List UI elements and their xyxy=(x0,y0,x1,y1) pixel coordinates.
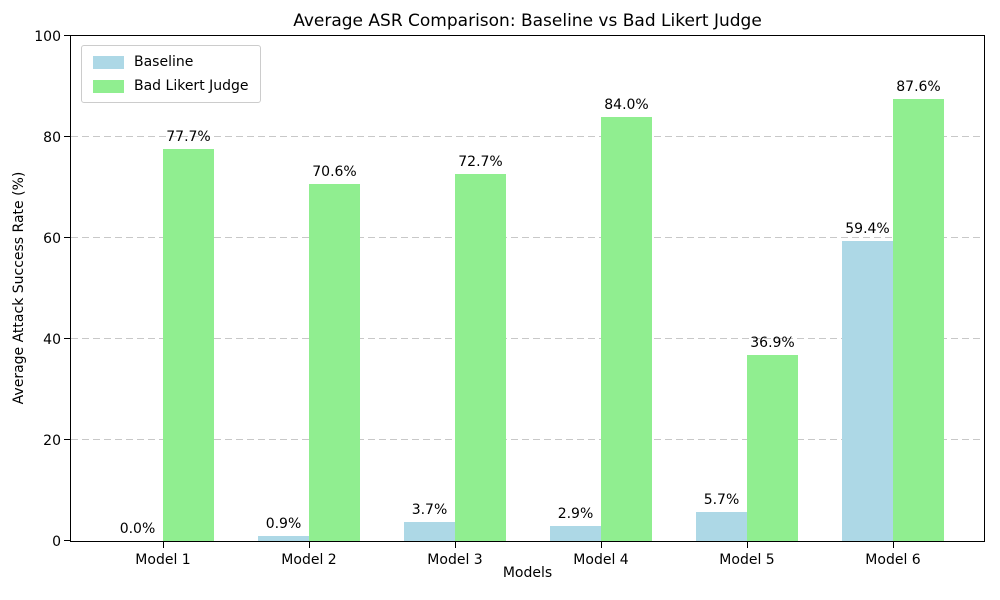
bar-value-label: 70.6% xyxy=(312,164,357,181)
gridline xyxy=(71,237,984,238)
bar-value-label: 0.9% xyxy=(265,516,302,533)
bar-value-label: 72.7% xyxy=(458,153,503,170)
bar-bad-likert-judge xyxy=(309,184,360,541)
bar-value-label: 84.0% xyxy=(604,96,649,113)
x-tick-label: Model 3 xyxy=(427,552,483,568)
x-tick-mark xyxy=(747,542,748,548)
bar-bad-likert-judge xyxy=(893,98,944,541)
y-tick-label: 20 xyxy=(43,433,61,449)
y-tick-label: 60 xyxy=(43,231,61,247)
x-tick-mark xyxy=(309,542,310,548)
x-tick-label: Model 6 xyxy=(865,552,921,568)
y-tick-label: 100 xyxy=(34,29,61,45)
x-tick-label: Model 4 xyxy=(573,552,629,568)
legend-label-baseline: Baseline xyxy=(134,54,194,70)
chart-title: Average ASR Comparison: Baseline vs Bad … xyxy=(293,11,762,31)
x-axis-label: Models xyxy=(502,565,553,581)
bar-value-label: 59.4% xyxy=(845,221,890,238)
x-tick-mark xyxy=(163,542,164,548)
bar-bad-likert-judge xyxy=(163,148,214,541)
bar-bad-likert-judge xyxy=(601,116,652,541)
x-tick-mark xyxy=(601,542,602,548)
x-tick-mark xyxy=(455,542,456,548)
x-tick-label: Model 1 xyxy=(135,552,191,568)
bar-value-label: 0.0% xyxy=(119,521,156,537)
bar-baseline xyxy=(404,522,455,541)
y-tick-mark xyxy=(64,136,70,137)
bar-baseline xyxy=(842,241,893,541)
bar-value-label: 77.7% xyxy=(166,128,211,145)
y-tick-mark xyxy=(64,540,70,541)
bar-value-label: 2.9% xyxy=(557,506,594,523)
y-tick-mark xyxy=(64,439,70,440)
gridline xyxy=(71,439,984,440)
gridline xyxy=(71,338,984,339)
bar-baseline xyxy=(550,526,601,541)
x-tick-label: Model 2 xyxy=(281,552,337,568)
y-tick-label: 0 xyxy=(52,534,61,550)
gridline xyxy=(71,136,984,137)
y-tick-mark xyxy=(64,338,70,339)
bar-value-label: 3.7% xyxy=(411,502,448,519)
y-axis-label: Average Attack Success Rate (%) xyxy=(11,171,27,405)
bar-baseline xyxy=(696,512,747,541)
legend-swatch-baseline xyxy=(93,55,124,69)
plot-area: Baseline Bad Likert Judge 0 20 40 60 80 100 Mo… xyxy=(34,29,985,568)
legend-item-bad-likert-judge: Bad Likert Judge xyxy=(93,78,249,94)
legend-swatch-bad-likert-judge xyxy=(93,79,124,93)
legend: Baseline Bad Likert Judge xyxy=(81,45,261,103)
y-tick-mark xyxy=(64,35,70,36)
bar-value-label: 36.9% xyxy=(750,334,795,351)
bar-baseline xyxy=(258,536,309,541)
y-tick-mark xyxy=(64,237,70,238)
x-tick-label: Model 5 xyxy=(719,552,775,568)
legend-label-bad-likert-judge: Bad Likert Judge xyxy=(134,78,249,94)
legend-item-baseline: Baseline xyxy=(93,54,249,70)
y-tick-label: 40 xyxy=(43,332,61,348)
bar-bad-likert-judge xyxy=(747,354,798,541)
bar-value-label: 5.7% xyxy=(703,492,740,509)
y-tick-label: 80 xyxy=(43,130,61,146)
bar-bad-likert-judge xyxy=(455,173,506,541)
x-tick-mark xyxy=(893,542,894,548)
bar-value-label: 87.6% xyxy=(896,78,941,95)
